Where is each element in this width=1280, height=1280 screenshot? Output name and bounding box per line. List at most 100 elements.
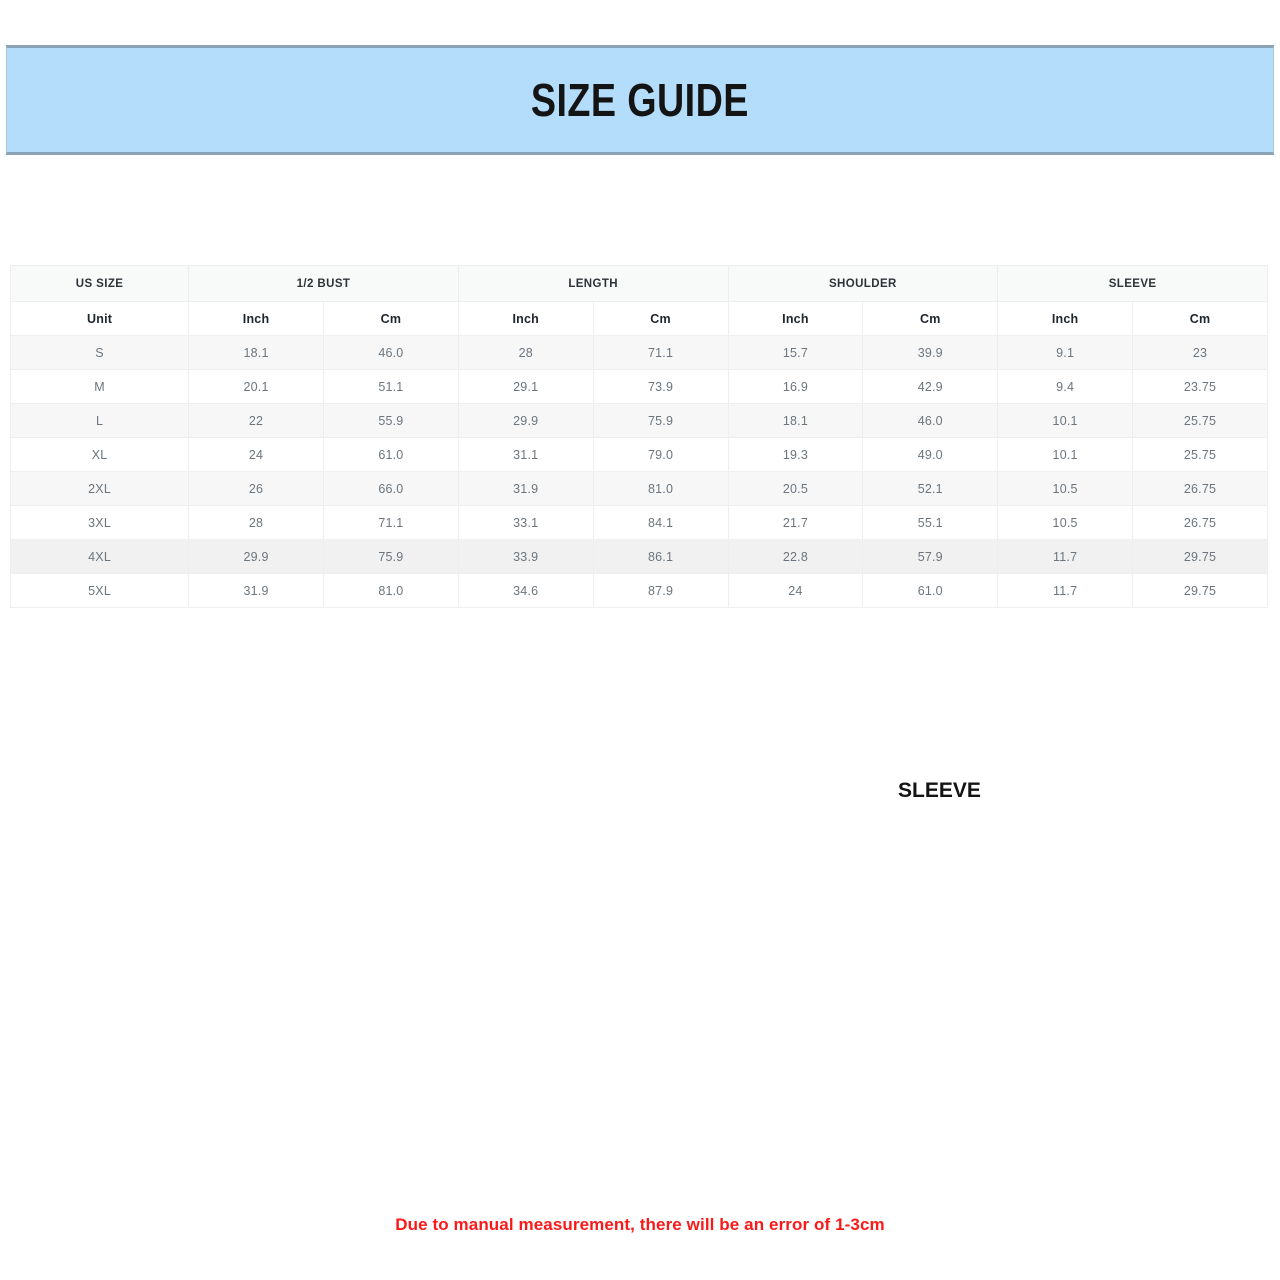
cell-size: 4XL — [9, 539, 190, 574]
cell-size: 2XL — [9, 471, 190, 506]
cell-shoulder-cm: 39.9 — [862, 335, 999, 370]
cell-shoulder-cm: 57.9 — [862, 539, 999, 574]
cell-shoulder-inch: 18.1 — [727, 403, 864, 438]
cell-bust-cm: 61.0 — [322, 437, 459, 472]
unit-header-unit: Unit — [9, 301, 190, 336]
cell-size: 3XL — [9, 505, 190, 540]
cell-shoulder-inch: 21.7 — [727, 505, 864, 540]
cell-size: S — [9, 335, 190, 370]
table-group-header-row: US SIZE 1/2 BUST LENGTH SHOULDER SLEEVE — [9, 265, 1268, 302]
size-chart-table: US SIZE 1/2 BUST LENGTH SHOULDER SLEEVE … — [9, 265, 1268, 608]
cell-sleeve-inch: 10.5 — [997, 471, 1134, 506]
cell-sleeve-inch: 9.1 — [997, 335, 1134, 370]
cell-bust-cm: 46.0 — [322, 335, 459, 370]
page-title: SIZE GUIDE — [531, 74, 749, 126]
size-guide-banner: SIZE GUIDE — [6, 45, 1274, 155]
unit-header-length-cm: Cm — [592, 301, 729, 336]
table-unit-header-row: Unit Inch Cm Inch Cm Inch Cm Inch Cm — [9, 301, 1268, 336]
cell-length-cm: 84.1 — [592, 505, 729, 540]
cell-bust-cm: 81.0 — [322, 573, 459, 608]
unit-header-length-inch: Inch — [457, 301, 594, 336]
group-header-us-size: US SIZE — [9, 265, 190, 302]
cell-shoulder-inch: 20.5 — [727, 471, 864, 506]
unit-header-sleeve-cm: Cm — [1132, 301, 1268, 336]
cell-sleeve-cm: 29.75 — [1132, 539, 1268, 574]
cell-sleeve-cm: 25.75 — [1132, 437, 1268, 472]
cell-sleeve-cm: 29.75 — [1132, 573, 1268, 608]
cell-sleeve-cm: 26.75 — [1132, 505, 1268, 540]
group-header-sleeve: SLEEVE — [997, 265, 1268, 302]
table-row: 4XL 29.9 75.9 33.9 86.1 22.8 57.9 11.7 2… — [9, 539, 1268, 574]
cell-sleeve-inch: 9.4 — [997, 369, 1134, 404]
cell-length-cm: 79.0 — [592, 437, 729, 472]
cell-shoulder-inch: 16.9 — [727, 369, 864, 404]
unit-header-bust-cm: Cm — [322, 301, 459, 336]
table-row: 5XL 31.9 81.0 34.6 87.9 24 61.0 11.7 29.… — [9, 573, 1268, 608]
cell-length-inch: 33.9 — [457, 539, 594, 574]
cell-shoulder-inch: 19.3 — [727, 437, 864, 472]
cell-shoulder-cm: 61.0 — [862, 573, 999, 608]
cell-shoulder-inch: 24 — [727, 573, 864, 608]
cell-shoulder-cm: 42.9 — [862, 369, 999, 404]
cell-size: XL — [9, 437, 190, 472]
cell-bust-inch: 29.9 — [188, 539, 324, 574]
table-row: L 22 55.9 29.9 75.9 18.1 46.0 10.1 25.75 — [9, 403, 1268, 438]
table-row: S 18.1 46.0 28 71.1 15.7 39.9 9.1 23 — [9, 335, 1268, 370]
cell-size: M — [9, 369, 190, 404]
table-row: 2XL 26 66.0 31.9 81.0 20.5 52.1 10.5 26.… — [9, 471, 1268, 506]
cell-length-inch: 31.1 — [457, 437, 594, 472]
cell-bust-inch: 18.1 — [188, 335, 324, 370]
cell-shoulder-cm: 52.1 — [862, 471, 999, 506]
cell-sleeve-cm: 23.75 — [1132, 369, 1268, 404]
cell-bust-cm: 71.1 — [322, 505, 459, 540]
cell-length-inch: 29.9 — [457, 403, 594, 438]
cell-length-inch: 29.1 — [457, 369, 594, 404]
cell-sleeve-inch: 11.7 — [997, 539, 1134, 574]
cell-bust-cm: 55.9 — [322, 403, 459, 438]
table-row: 3XL 28 71.1 33.1 84.1 21.7 55.1 10.5 26.… — [9, 505, 1268, 540]
cell-length-cm: 75.9 — [592, 403, 729, 438]
cell-sleeve-inch: 10.1 — [997, 437, 1134, 472]
unit-header-sleeve-inch: Inch — [997, 301, 1134, 336]
table-body: S 18.1 46.0 28 71.1 15.7 39.9 9.1 23 M 2… — [9, 335, 1268, 608]
cell-length-cm: 86.1 — [592, 539, 729, 574]
cell-bust-cm: 66.0 — [322, 471, 459, 506]
unit-header-bust-inch: Inch — [188, 301, 324, 336]
cell-bust-cm: 51.1 — [322, 369, 459, 404]
group-header-half-bust: 1/2 BUST — [188, 265, 459, 302]
cell-shoulder-inch: 15.7 — [727, 335, 864, 370]
cell-size: 5XL — [9, 573, 190, 608]
cell-length-inch: 28 — [457, 335, 594, 370]
group-header-shoulder: SHOULDER — [727, 265, 999, 302]
cell-length-cm: 73.9 — [592, 369, 729, 404]
cell-bust-inch: 28 — [188, 505, 324, 540]
cell-shoulder-cm: 49.0 — [862, 437, 999, 472]
cell-length-cm: 81.0 — [592, 471, 729, 506]
cell-sleeve-inch: 10.5 — [997, 505, 1134, 540]
cell-sleeve-cm: 25.75 — [1132, 403, 1268, 438]
measurement-diagram: SHOULDER SLEEVE 1/2 BUST LENGTH — [0, 625, 1280, 1195]
measurement-disclaimer: Due to manual measurement, there will be… — [395, 1215, 885, 1234]
cell-sleeve-cm: 26.75 — [1132, 471, 1268, 506]
cell-length-inch: 31.9 — [457, 471, 594, 506]
cell-shoulder-cm: 46.0 — [862, 403, 999, 438]
cell-bust-inch: 22 — [188, 403, 324, 438]
cell-shoulder-inch: 22.8 — [727, 539, 864, 574]
cell-shoulder-cm: 55.1 — [862, 505, 999, 540]
cell-length-cm: 71.1 — [592, 335, 729, 370]
cell-length-inch: 33.1 — [457, 505, 594, 540]
cell-sleeve-inch: 11.7 — [997, 573, 1134, 608]
cell-sleeve-inch: 10.1 — [997, 403, 1134, 438]
cell-bust-cm: 75.9 — [322, 539, 459, 574]
size-table-container: US SIZE 1/2 BUST LENGTH SHOULDER SLEEVE … — [9, 265, 1268, 608]
label-sleeve: SLEEVE — [898, 779, 981, 802]
table-head: US SIZE 1/2 BUST LENGTH SHOULDER SLEEVE … — [9, 265, 1268, 336]
unit-header-shoulder-inch: Inch — [727, 301, 864, 336]
cell-length-cm: 87.9 — [592, 573, 729, 608]
group-header-length: LENGTH — [457, 265, 729, 302]
cell-size: L — [9, 403, 190, 438]
cell-bust-inch: 20.1 — [188, 369, 324, 404]
cell-bust-inch: 24 — [188, 437, 324, 472]
cell-bust-inch: 31.9 — [188, 573, 324, 608]
